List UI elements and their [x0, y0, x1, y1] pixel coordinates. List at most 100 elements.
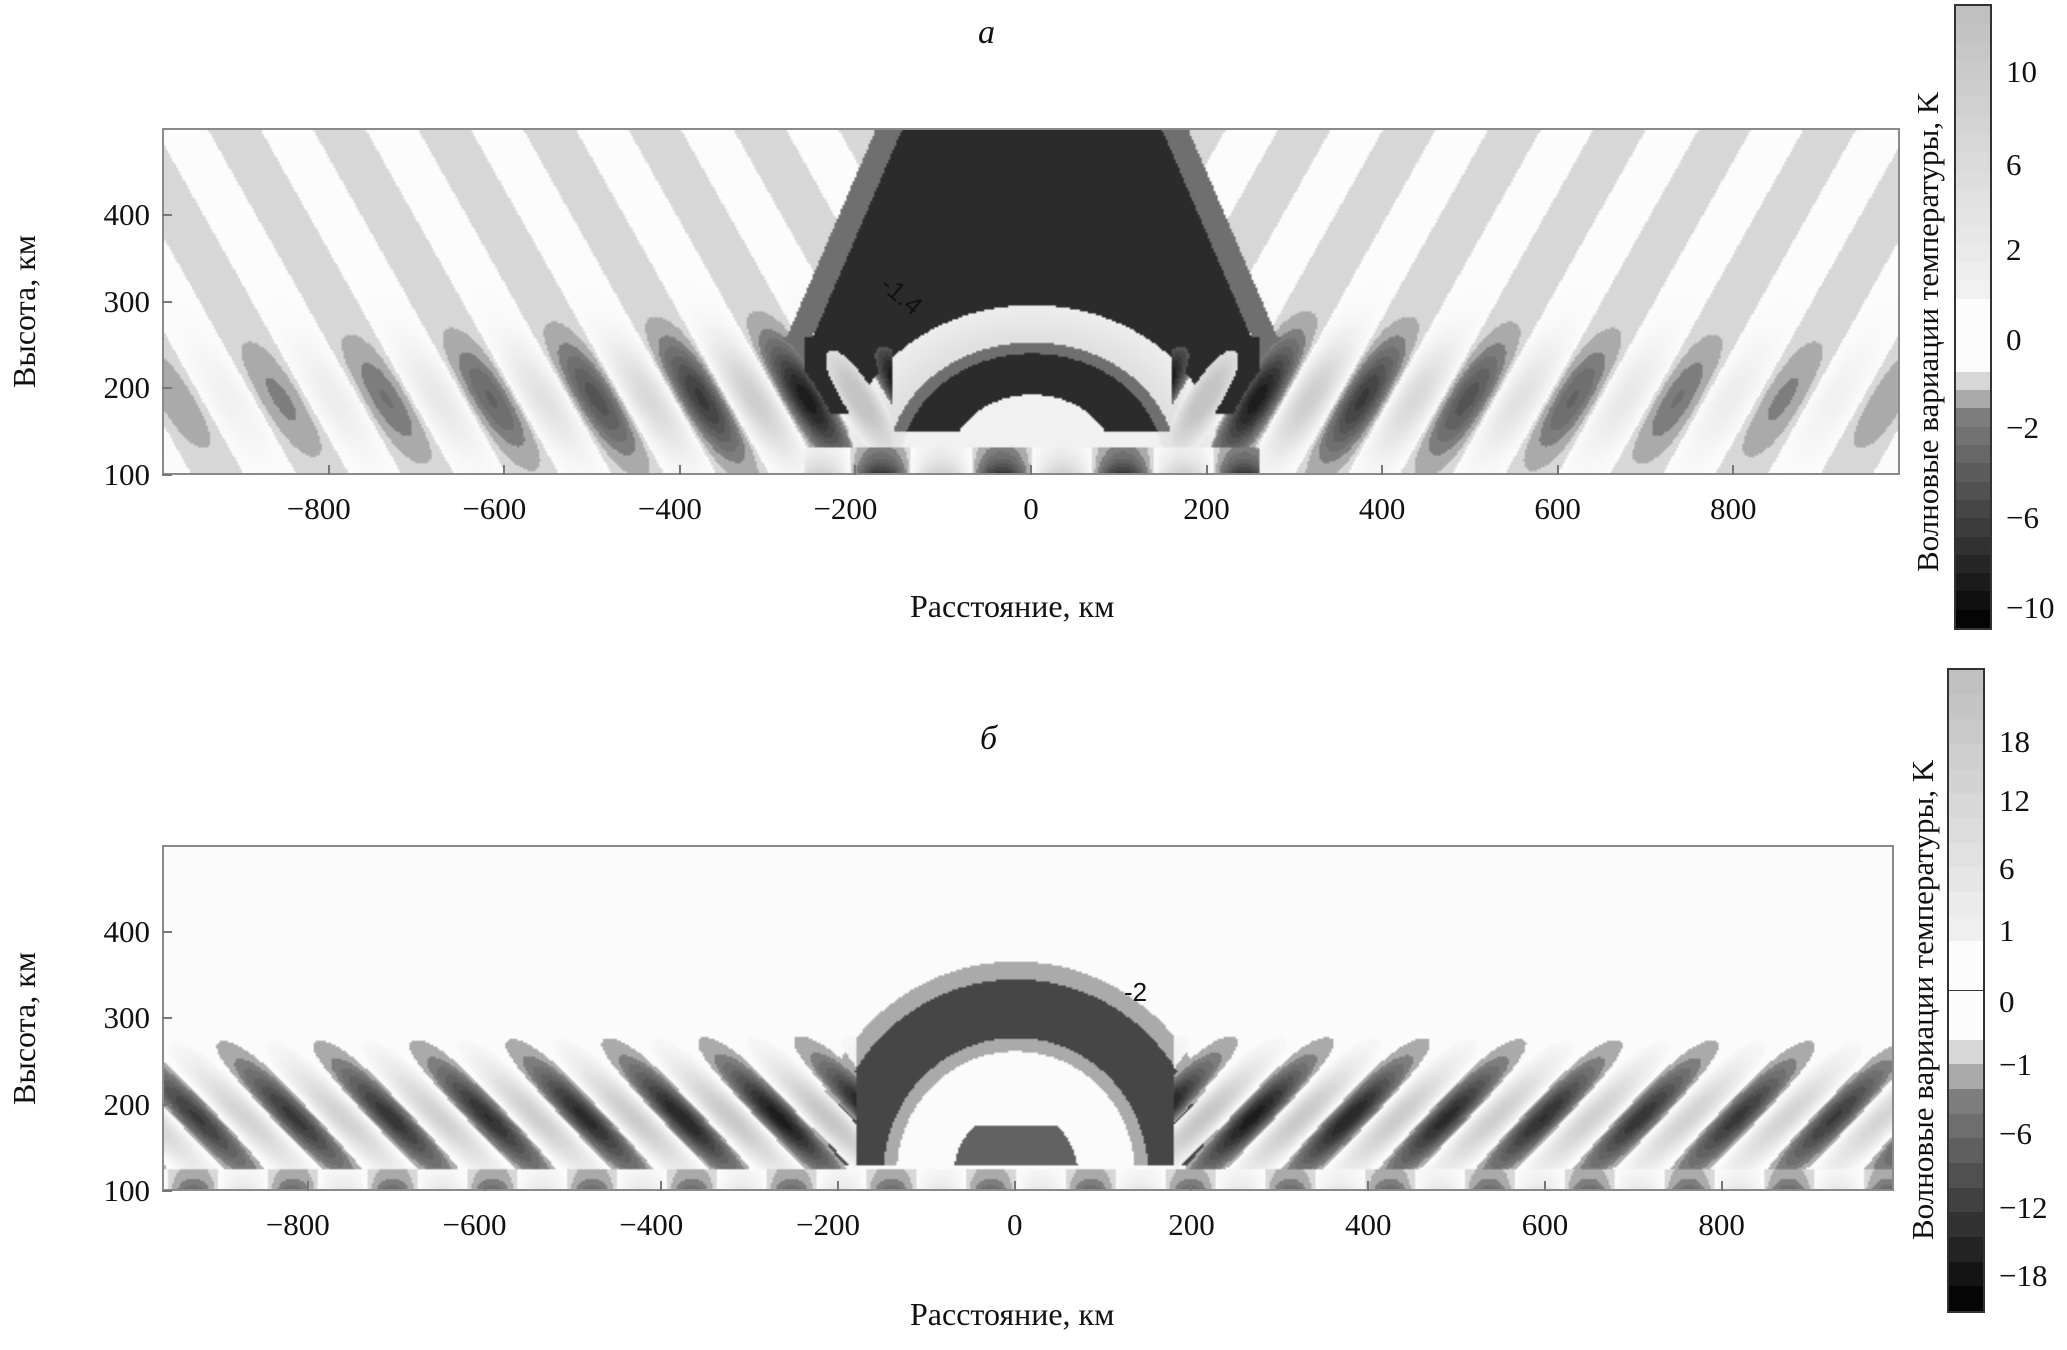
- panel-b-y-tick-mark: [162, 930, 172, 933]
- panel-b-title: б: [980, 720, 998, 757]
- panel-b-colorbar-segment: [1949, 768, 1983, 795]
- panel-b-colorbar-segment: [1949, 891, 1983, 918]
- panel-a-colorbar: [1954, 4, 1992, 630]
- panel-a-x-tick-mark: [1732, 465, 1735, 475]
- panel-b-y-axis-title: Высота, км: [6, 952, 42, 1105]
- panel-b-colorbar-segment: [1949, 842, 1983, 869]
- panel-a-colorbar-segment: [1956, 317, 1990, 337]
- panel-a-colorbar-segment: [1956, 353, 1990, 373]
- panel-b-colorbar-segment: [1949, 867, 1983, 893]
- panel-a-colorbar-tick-label: 6: [2006, 147, 2022, 182]
- panel-b-y-tick-mark: [162, 1103, 172, 1106]
- panel-b-y-tick-label: 400: [103, 913, 151, 949]
- panel-b-x-tick-mark: [1543, 1181, 1546, 1191]
- panel-a-x-tick-mark: [854, 465, 857, 475]
- panel-b-x-axis-title: Расстояние, км: [910, 1296, 1115, 1332]
- panel-b-colorbar-segment: [1949, 1113, 1983, 1140]
- panel-a-x-tick-label: −200: [813, 491, 878, 526]
- panel-a-x-tick-mark: [503, 465, 506, 475]
- panel-b-x-tick-label: 800: [1698, 1207, 1745, 1242]
- panel-b-y-tick-label: 300: [103, 1000, 151, 1035]
- panel-b-colorbar-segment: [1949, 743, 1983, 770]
- panel-a-y-tick-label: 200: [103, 370, 151, 406]
- panel-a-x-tick-label: −600: [462, 491, 527, 526]
- panel-b-colorbar-segment: [1949, 1064, 1983, 1091]
- panel-b-colorbar-tick-label: −18: [1999, 1258, 2048, 1293]
- panel-a-colorbar-title: Волновые вариации температуры, K: [1910, 91, 1945, 572]
- panel-a-colorbar-segment: [1956, 24, 1990, 44]
- panel-b-contour-label: -2: [1124, 977, 1148, 1007]
- panel-b-x-tick-mark: [1190, 1181, 1193, 1191]
- panel-a-contour-field: [164, 130, 1898, 473]
- panel-b-colorbar-tick-label: −6: [1999, 1116, 2032, 1151]
- panel-b-colorbar-segment: [1949, 1212, 1983, 1239]
- panel-a-colorbar-segment: [1956, 591, 1990, 611]
- panel-b-x-tick-label: 600: [1521, 1207, 1569, 1242]
- panel-a-x-tick-label: 400: [1358, 491, 1406, 526]
- panel-b-colorbar-tick-label: −12: [1999, 1190, 2048, 1225]
- panel-a-colorbar-segment: [1956, 298, 1990, 318]
- panel-b-colorbar-segment: [1949, 1286, 1983, 1312]
- panel-b-x-tick-label: −400: [619, 1207, 684, 1242]
- panel-a-colorbar-segment: [1956, 573, 1990, 593]
- panel-b-x-tick-mark: [1013, 1181, 1016, 1191]
- panel-a-x-tick-label: 0: [1023, 491, 1039, 526]
- panel-a-colorbar-segment: [1956, 445, 1990, 465]
- panel-b-x-tick-mark: [1720, 1181, 1723, 1191]
- panel-b-colorbar-segment: [1949, 916, 1983, 943]
- panel-b-x-tick-mark: [837, 1181, 839, 1191]
- panel-b-colorbar-segment: [1949, 670, 1983, 696]
- panel-a-colorbar-segment: [1956, 60, 1990, 81]
- panel-b-y-tick-mark: [162, 1017, 172, 1019]
- panel-a-colorbar-tick-label: 10: [2006, 54, 2037, 89]
- panel-a-x-tick-label: −800: [286, 491, 351, 526]
- panel-b-x-tick-label: 0: [1006, 1207, 1023, 1242]
- panel-b-x-tick-mark: [660, 1181, 663, 1191]
- panel-b-x-tick-mark: [306, 1181, 309, 1191]
- panel-b-colorbar-segment: [1949, 1163, 1983, 1189]
- panel-a-colorbar-segment: [1956, 225, 1990, 245]
- panel-b-x-tick-label: 400: [1344, 1207, 1392, 1242]
- panel-a-colorbar-segment: [1956, 79, 1990, 99]
- panel-a-y-tick-label: 100: [103, 457, 151, 492]
- panel-a-colorbar-tick-label: −6: [2006, 500, 2039, 535]
- panel-b-y-tick-mark: [162, 1190, 172, 1192]
- panel-b-colorbar-segment: [1949, 1187, 1983, 1214]
- panel-b-colorbar-tick-label: 1: [1999, 913, 2015, 948]
- panel-a-colorbar-segment: [1956, 6, 1990, 26]
- panel-b-colorbar-segment: [1949, 1261, 1983, 1288]
- panel-a-colorbar-segment: [1956, 371, 1990, 392]
- panel-a-colorbar-segment: [1956, 280, 1990, 300]
- panel-b-colorbar-tick-label: 12: [1999, 783, 2030, 818]
- panel-a-x-axis-title: Расстояние, км: [910, 588, 1115, 624]
- panel-b-plot-area: -2: [162, 845, 1894, 1191]
- panel-b-colorbar-segment: [1949, 719, 1983, 745]
- panel-b-colorbar-segment: [1949, 965, 1983, 992]
- panel-a-y-tick-label: 400: [103, 196, 151, 232]
- panel-b-x-tick-label: −200: [796, 1207, 860, 1242]
- panel-a-colorbar-segment: [1956, 42, 1990, 62]
- panel-b-colorbar-title: Волновые вариации температуры, K: [1905, 759, 1940, 1240]
- panel-a-x-tick-mark: [1205, 465, 1208, 475]
- panel-a-colorbar-segment: [1956, 609, 1990, 629]
- panel-a-x-tick-label: 200: [1183, 491, 1230, 526]
- panel-b-colorbar-segment: [1949, 1089, 1983, 1115]
- panel-b-contour-field: [164, 847, 1892, 1189]
- panel-b-colorbar: [1947, 668, 1985, 1313]
- panel-b-y-tick-label: 100: [103, 1173, 151, 1208]
- panel-a-plot-area: -1.4: [162, 128, 1900, 475]
- panel-b-colorbar-tick-label: 0: [1999, 984, 2015, 1019]
- panel-a-y-axis-title: Высота, км: [6, 235, 42, 388]
- panel-b-colorbar-segment: [1949, 1039, 1983, 1066]
- panel-b-colorbar-segment: [1949, 990, 1983, 1017]
- panel-a-colorbar-segment: [1956, 536, 1990, 556]
- panel-a-y-tick-mark: [162, 474, 172, 476]
- panel-a-x-tick-mark: [1030, 465, 1032, 475]
- panel-b-colorbar-segment: [1949, 1138, 1983, 1165]
- panel-b-colorbar-tick-label: 6: [1999, 851, 2015, 886]
- panel-b-x-tick-mark: [483, 1181, 486, 1191]
- panel-a-colorbar-segment: [1956, 408, 1990, 428]
- panel-b-colorbar-segment: [1949, 694, 1983, 721]
- panel-b-x-tick-mark: [1367, 1181, 1370, 1191]
- panel-a-colorbar-tick-label: −2: [2006, 410, 2039, 445]
